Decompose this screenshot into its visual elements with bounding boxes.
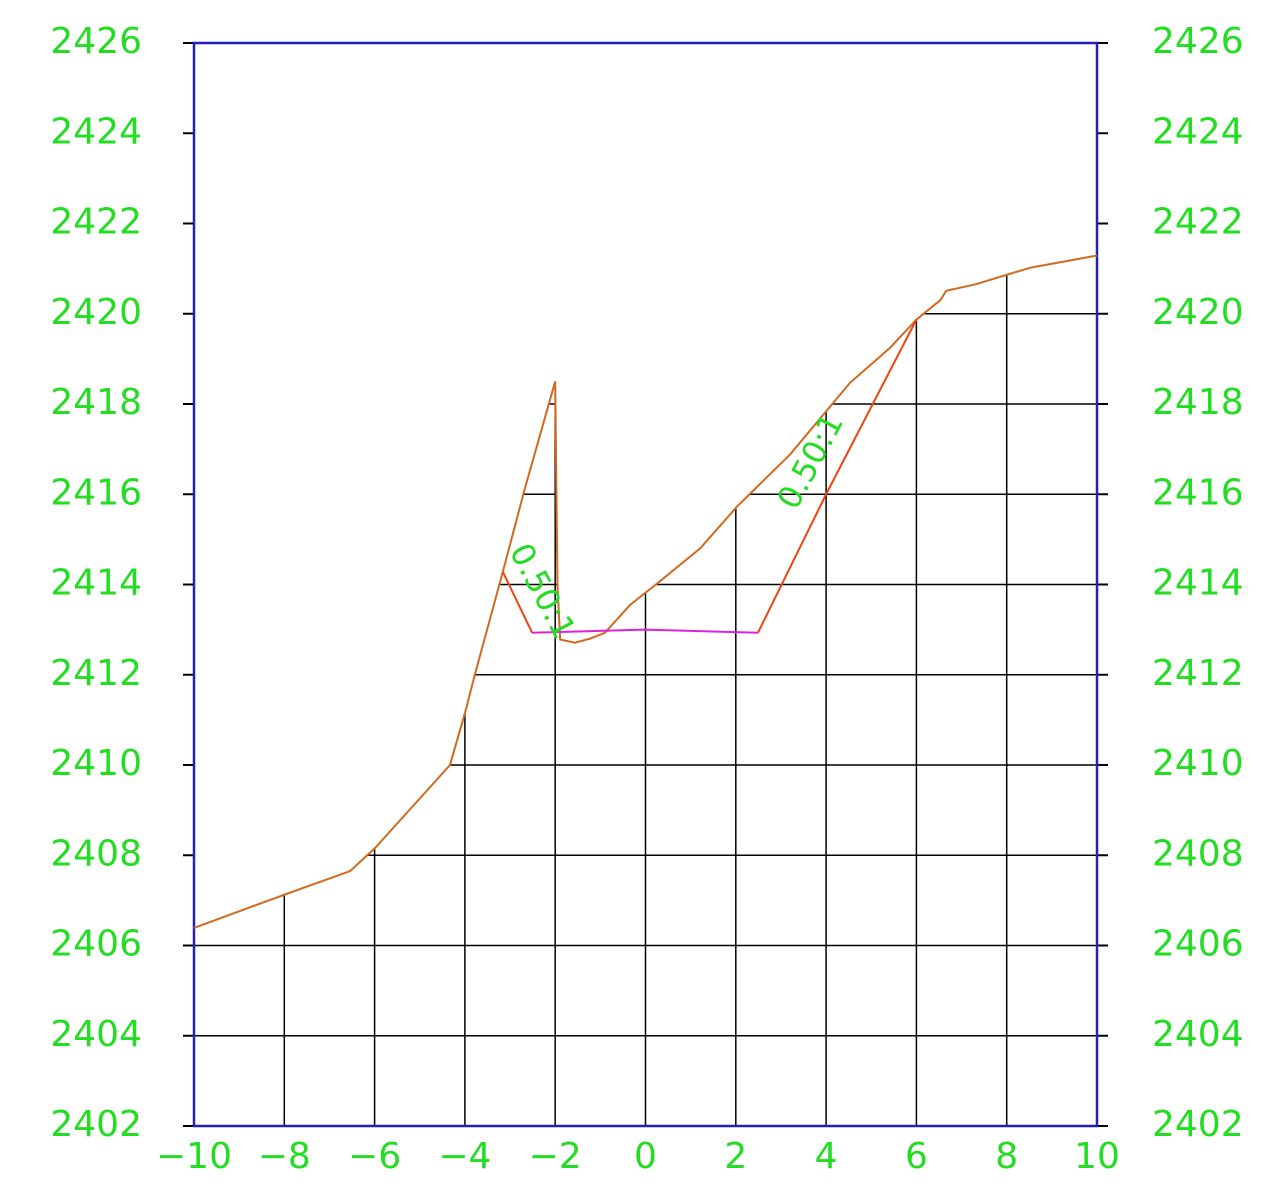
series-line <box>193 254 1098 929</box>
y2-tick-label: 2422 <box>1152 202 1244 243</box>
x-tick-label: −4 <box>438 1136 491 1177</box>
x-tick-label: 10 <box>1074 1136 1120 1177</box>
y-tick-label: 2402 <box>50 1104 142 1145</box>
y2-tick-label: 2410 <box>1152 743 1244 784</box>
y-tick-label: 2422 <box>50 202 142 243</box>
y-tick-label: 2424 <box>50 111 142 152</box>
y-tick-label: 2426 <box>50 21 142 62</box>
y-tick-label: 2408 <box>50 833 142 874</box>
x-tick-label: 4 <box>815 1136 838 1177</box>
x-tick-label: 6 <box>905 1136 928 1177</box>
x-tick-label: 2 <box>724 1136 747 1177</box>
y-tick-label: 2416 <box>50 472 142 513</box>
slope-annotation: 0.50:1 <box>502 537 584 645</box>
y2-tick-label: 2408 <box>1152 833 1244 874</box>
series-line <box>532 628 758 634</box>
y-tick-label: 2418 <box>50 382 142 423</box>
x-tick-label: −8 <box>258 1136 311 1177</box>
y2-tick-label: 2402 <box>1152 1104 1244 1145</box>
y-tick-label: 2406 <box>50 924 142 965</box>
series-line <box>501 571 534 634</box>
series-line <box>757 319 918 634</box>
x-tick-label: −2 <box>529 1136 582 1177</box>
x-tick-label: 0 <box>634 1136 657 1177</box>
y2-tick-label: 2420 <box>1152 292 1244 333</box>
y2-tick-label: 2418 <box>1152 382 1244 423</box>
slope-annotation: 0.50:1 <box>769 407 851 515</box>
y-tick-label: 2410 <box>50 743 142 784</box>
y-tick-label: 2420 <box>50 292 142 333</box>
y2-tick-label: 2412 <box>1152 653 1244 694</box>
x-tick-label: −10 <box>156 1136 232 1177</box>
y2-tick-label: 2404 <box>1152 1014 1244 1055</box>
y2-tick-label: 2416 <box>1152 472 1244 513</box>
y2-tick-label: 2426 <box>1152 21 1244 62</box>
grid <box>194 255 1097 1126</box>
y2-tick-label: 2414 <box>1152 563 1244 604</box>
y2-tick-label: 2406 <box>1152 924 1244 965</box>
x-tick-label: 8 <box>995 1136 1018 1177</box>
y-tick-label: 2404 <box>50 1014 142 1055</box>
frame <box>192 41 1099 1128</box>
y2-tick-label: 2424 <box>1152 111 1244 152</box>
y-tick-label: 2414 <box>50 563 142 604</box>
x-tick-label: −6 <box>348 1136 401 1177</box>
y-tick-label: 2412 <box>50 653 142 694</box>
